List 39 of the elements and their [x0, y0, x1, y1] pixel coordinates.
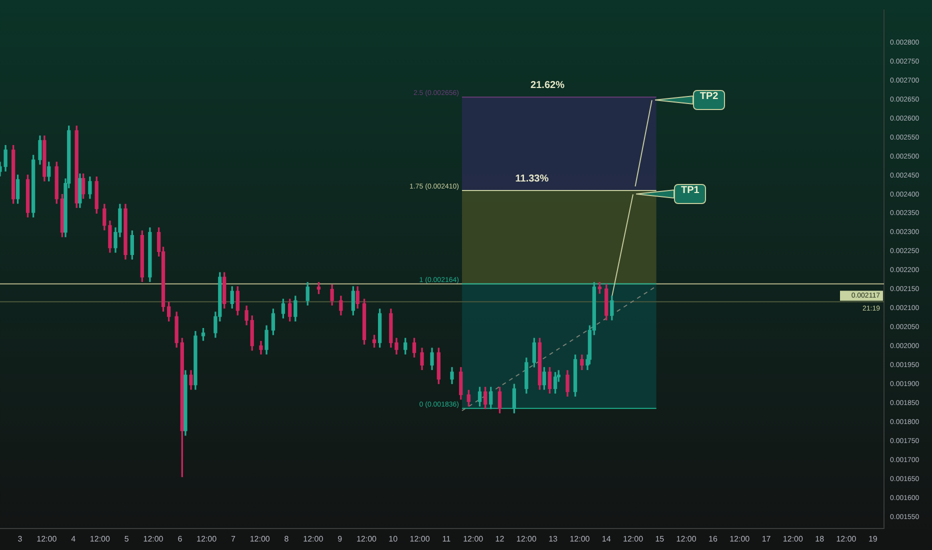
x-tick-label: 12:00: [410, 534, 430, 544]
x-tick-label: 8: [284, 534, 290, 544]
x-tick-label: 18: [815, 534, 825, 544]
x-tick-label: 17: [762, 534, 772, 544]
x-tick-label: 12:00: [463, 534, 484, 544]
x-tick-label: 16: [708, 534, 718, 544]
x-tick-label: 12:00: [623, 534, 644, 544]
x-tick-label: 3: [18, 534, 23, 544]
x-tick-label: 4: [71, 534, 76, 544]
x-tick-label: 12: [495, 534, 505, 544]
x-tick-label: 19: [868, 534, 878, 544]
x-tick-label: 9: [338, 534, 343, 544]
annotation: TP2: [692, 90, 726, 110]
x-tick-label: 12:00: [250, 534, 270, 544]
x-tick-label: 12:00: [90, 534, 111, 544]
callout-tag: TP2: [654, 90, 726, 110]
x-tick-label: 12:00: [676, 534, 697, 544]
x-tick-label: 15: [655, 534, 665, 544]
x-tick-label: 7: [230, 534, 236, 544]
annotation: 21.62%: [530, 80, 565, 91]
x-tick-label: 12:00: [36, 534, 58, 544]
callout-tag: TP1: [636, 184, 706, 204]
x-tick-label: 10: [388, 534, 398, 544]
x-tick-label: 14: [602, 534, 612, 544]
annotation: TP1: [674, 184, 706, 204]
x-tick-label: 12:00: [143, 534, 164, 544]
x-tick-label: 6: [178, 534, 183, 544]
annotation: 11.33%: [515, 173, 549, 184]
x-tick-label: 12:00: [782, 534, 804, 544]
x-tick-label: 12:00: [356, 534, 378, 544]
x-tick-label: 5: [124, 534, 130, 544]
x-tick-label: 12:00: [196, 534, 218, 544]
x-tick-label: 12:00: [303, 534, 324, 544]
x-tick-label: 12:00: [516, 534, 537, 544]
x-tick-label: 11: [442, 534, 452, 544]
x-tick-label: 12:00: [570, 534, 590, 544]
x-tick-label: 12:00: [730, 534, 750, 544]
x-tick-label: 13: [548, 534, 558, 544]
x-tick-label: 12:00: [836, 534, 857, 544]
